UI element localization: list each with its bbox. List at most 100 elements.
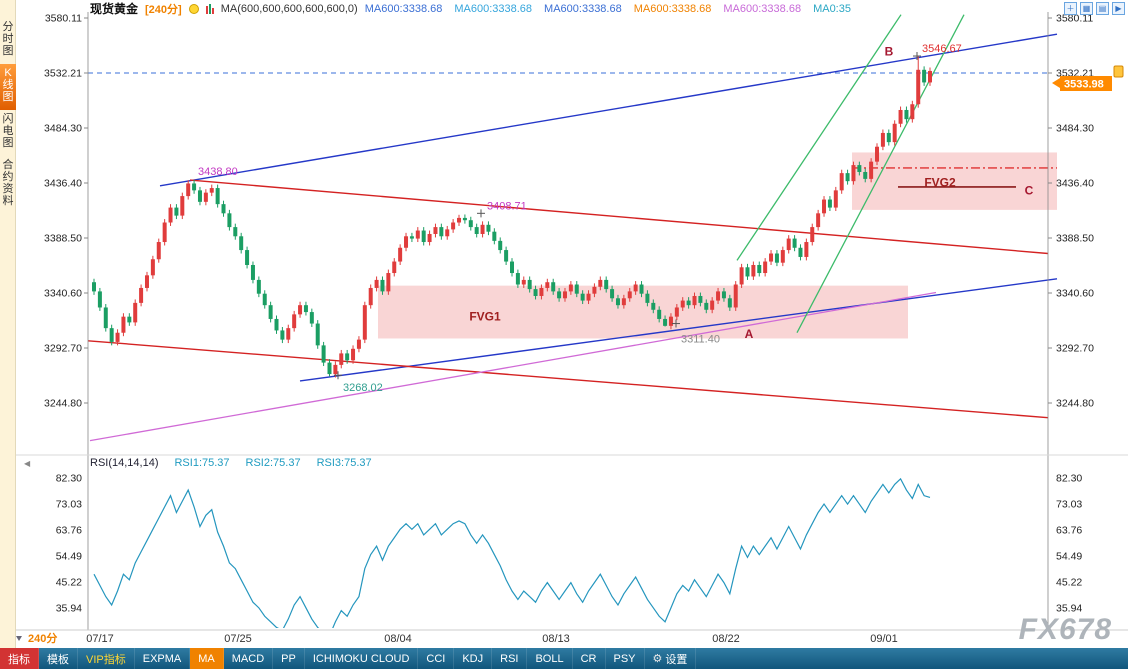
candle — [404, 236, 409, 248]
candle — [880, 132, 885, 147]
rsi-axis-label: 35.94 — [56, 603, 82, 615]
toolbar-item-psy[interactable]: PSY — [606, 648, 645, 669]
candle — [127, 316, 132, 323]
trend-line — [89, 291, 937, 442]
candle — [180, 196, 185, 216]
last-price-pointer — [1052, 78, 1060, 88]
candle — [286, 328, 291, 340]
price-axis-label: 3580.11 — [45, 13, 82, 25]
ma-readouts: MA600:3338.68 MA600:3338.68 MA600:3338.68 M… — [365, 3, 853, 15]
sidebar-item-kline[interactable]: K线图 — [0, 64, 16, 110]
price-axis-label: 3580.11 — [1056, 13, 1093, 25]
toolbar-item-ma[interactable]: MA — [190, 648, 224, 669]
add-panel-icon[interactable]: ＋ — [1064, 2, 1077, 15]
watermark: FX678 — [1018, 613, 1112, 646]
alert-badge-icon[interactable] — [188, 3, 199, 14]
candle — [168, 207, 173, 223]
toolbar-item-vip-indicators[interactable]: VIP指标 — [78, 648, 135, 669]
candle — [568, 284, 573, 292]
toolbar-item-rsi[interactable]: RSI — [492, 648, 528, 669]
last-price-value: 3533.98 — [1064, 79, 1104, 91]
candle — [268, 305, 273, 319]
candle — [704, 302, 709, 310]
price-axis-label: 3292.70 — [1056, 343, 1094, 355]
sidebar-item-timeshare[interactable]: 分时图 — [2, 21, 14, 57]
toolbar-item-cci[interactable]: CCI — [418, 648, 455, 669]
candle — [798, 247, 803, 257]
chart-header: 现货黄金 [240分] MA(600,600,600,600,600,0) MA… — [90, 1, 853, 16]
candle — [598, 279, 603, 287]
candle — [580, 293, 585, 301]
candle — [362, 305, 367, 340]
toolbar-item-pp[interactable]: PP — [273, 648, 305, 669]
toolbar-item-ichimoku[interactable]: ICHIMOKU CLOUD — [305, 648, 419, 669]
toolbar-item-kdj[interactable]: KDJ — [454, 648, 493, 669]
sidebar-item-flash[interactable]: 闪电图 — [2, 113, 14, 149]
candle — [774, 253, 779, 263]
candle — [875, 146, 880, 162]
price-axis-label: 3532.21 — [44, 67, 82, 79]
candle — [203, 192, 208, 202]
rsi-title[interactable]: RSI(14,14,14) — [90, 457, 159, 469]
collapse-rsi-icon[interactable]: ◀ — [24, 459, 31, 468]
candle — [121, 316, 126, 333]
sidebar-item-contract-info[interactable]: 合约资料 — [2, 159, 14, 207]
candle — [586, 293, 591, 301]
candle — [250, 264, 255, 280]
price-axis-label: 3340.60 — [44, 288, 82, 300]
bottom-toolbar: 指标 模板 VIP指标 EXPMA MA MACD PP ICHIMOKU CLOUD CCI K… — [0, 648, 1128, 669]
rsi-axis-label: 82.30 — [1056, 473, 1082, 485]
trend-line — [159, 33, 1058, 187]
candle — [339, 353, 344, 365]
ma-formula[interactable]: MA(600,600,600,600,600,0) — [220, 2, 358, 15]
candle — [451, 222, 456, 230]
main-chart[interactable]: 3438.80 3408.71 3268.02 3311.40 3546.67 FVG1 F… — [0, 0, 1128, 648]
toolbar-item-indicators[interactable]: 指标 — [0, 648, 39, 669]
ma-readout: MA0:35 — [813, 2, 851, 15]
period-tag[interactable]: [240分] — [145, 3, 182, 16]
fvg-label: FVG2 — [924, 175, 956, 189]
toolbar-item-boll[interactable]: BOLL — [527, 648, 573, 669]
candle — [833, 190, 838, 208]
rsi-axis-label: 63.76 — [56, 524, 82, 536]
candle — [333, 364, 338, 375]
date-label: 08/22 — [712, 633, 740, 645]
scale-down-icon[interactable] — [16, 636, 22, 641]
toolbar-item-cr[interactable]: CR — [573, 648, 606, 669]
symbol-name[interactable]: 现货黄金 — [90, 2, 139, 16]
trend-line — [736, 14, 902, 261]
rows-layout-icon[interactable]: ▤ — [1096, 2, 1109, 15]
candle — [409, 236, 414, 239]
candle — [610, 289, 615, 299]
candle — [592, 286, 597, 294]
candle — [368, 287, 373, 306]
candle — [486, 224, 491, 232]
toolbar-item-expma[interactable]: EXPMA — [135, 648, 191, 669]
candle — [904, 109, 909, 120]
multi-grid-icon[interactable]: ▦ — [1080, 2, 1093, 15]
candle — [810, 227, 815, 243]
rsi-axis-label: 73.03 — [1056, 498, 1082, 510]
toolbar-item-templates[interactable]: 模板 — [39, 648, 78, 669]
candle — [663, 318, 668, 326]
candle — [192, 183, 197, 191]
ma-readout: MA600:3338.68 — [544, 2, 622, 15]
candle — [174, 207, 179, 216]
candle — [863, 171, 868, 179]
candle — [727, 298, 732, 308]
price-tag-icon[interactable] — [1113, 65, 1124, 78]
candle — [480, 224, 485, 234]
rsi-axis-label: 35.94 — [1056, 603, 1082, 615]
expand-right-icon[interactable]: ▶ — [1112, 2, 1125, 15]
candle — [633, 284, 638, 292]
toolbar-item-macd[interactable]: MACD — [224, 648, 274, 669]
candle — [892, 123, 897, 143]
candle — [133, 302, 138, 323]
date-label: 09/01 — [870, 633, 898, 645]
ma-readout: MA600:3338.68 — [633, 2, 712, 15]
toolbar-item-settings[interactable]: ⚙ 设置 — [645, 648, 697, 669]
price-axis-label: 3484.30 — [1056, 123, 1094, 135]
candle — [298, 305, 303, 315]
candle — [792, 238, 797, 248]
candle — [839, 173, 844, 191]
